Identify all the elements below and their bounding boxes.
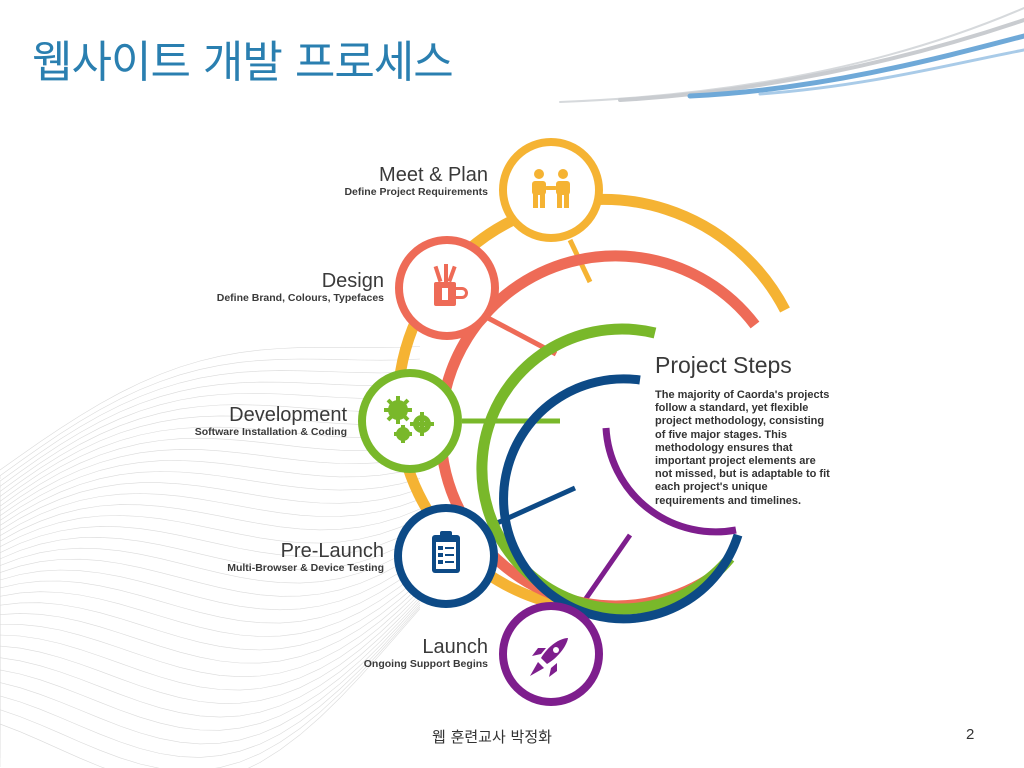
prelaunch-connector [484,485,577,531]
step-subtitle: Software Installation & Coding [194,426,347,438]
launch-arc [602,427,737,536]
panel-body: The majority of Caorda's projects follow… [655,389,830,507]
step-launch: Launch Ongoing Support Begins [364,636,488,671]
step-subtitle: Multi-Browser & Device Testing [227,562,384,574]
rocket-icon [530,638,568,677]
clipboard-checklist-icon [432,531,460,573]
meet-arc [392,193,790,615]
step-title: Meet & Plan [379,164,488,186]
slide-title: 웹사이트 개발 프로세스 [32,37,454,88]
step-title: Launch [422,636,488,658]
development-circle [358,369,462,473]
page-number: 2 [966,726,975,743]
step-development: Development Software Installation & Codi… [195,404,347,439]
step-subtitle: Define Project Requirements [344,186,488,198]
step-design: Design Define Brand, Colours, Typefaces [217,270,384,305]
step-prelaunch: Pre-Launch Multi-Browser & Device Testin… [227,540,384,575]
panel-title: Project Steps [655,352,792,378]
step-subtitle: Ongoing Support Begins [363,658,488,670]
project-steps-panel: Project Steps The majority of Caorda's p… [655,352,835,508]
step-title: Design [321,270,384,292]
step-title: Development [229,404,347,426]
pencil-cup-icon [433,264,468,306]
launch-connector [575,533,633,612]
gears-icon [384,396,434,443]
prelaunch-arc [499,374,743,624]
footer-author: 웹 훈련교사 박정화 [432,728,552,746]
step-subtitle: Define Brand, Colours, Typefaces [216,292,384,304]
step-title: Pre-Launch [280,540,384,562]
people-handshake-icon [532,169,570,208]
development-arc [476,323,735,615]
step-meet: Meet & Plan Define Project Requirements [344,164,488,199]
